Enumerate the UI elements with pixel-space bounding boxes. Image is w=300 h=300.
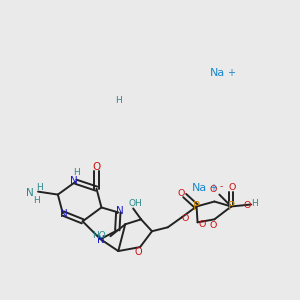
- Text: +: +: [227, 68, 235, 78]
- Text: H: H: [251, 199, 257, 208]
- Text: -: -: [220, 182, 223, 191]
- Text: H: H: [36, 183, 42, 192]
- Text: +: +: [209, 183, 217, 193]
- Text: HO: HO: [92, 231, 105, 240]
- Text: O: O: [182, 214, 189, 223]
- Text: P: P: [228, 200, 235, 213]
- Text: O: O: [210, 221, 217, 230]
- Text: OH: OH: [128, 199, 142, 208]
- Text: P: P: [193, 200, 200, 213]
- Text: H: H: [115, 96, 122, 105]
- Text: N: N: [97, 235, 104, 245]
- Text: H: H: [33, 196, 39, 205]
- Text: O: O: [92, 162, 101, 172]
- Text: O: O: [243, 201, 251, 210]
- Text: Na: Na: [192, 183, 207, 193]
- Text: N: N: [116, 206, 124, 216]
- Text: Na: Na: [210, 68, 225, 78]
- Text: H: H: [73, 168, 80, 177]
- Text: O: O: [210, 185, 217, 194]
- Text: O: O: [229, 183, 236, 192]
- Text: O: O: [177, 189, 184, 198]
- Text: O: O: [199, 220, 206, 229]
- Text: N: N: [70, 176, 78, 186]
- Text: N: N: [60, 209, 68, 219]
- Text: N: N: [26, 188, 34, 198]
- Text: O: O: [134, 247, 142, 257]
